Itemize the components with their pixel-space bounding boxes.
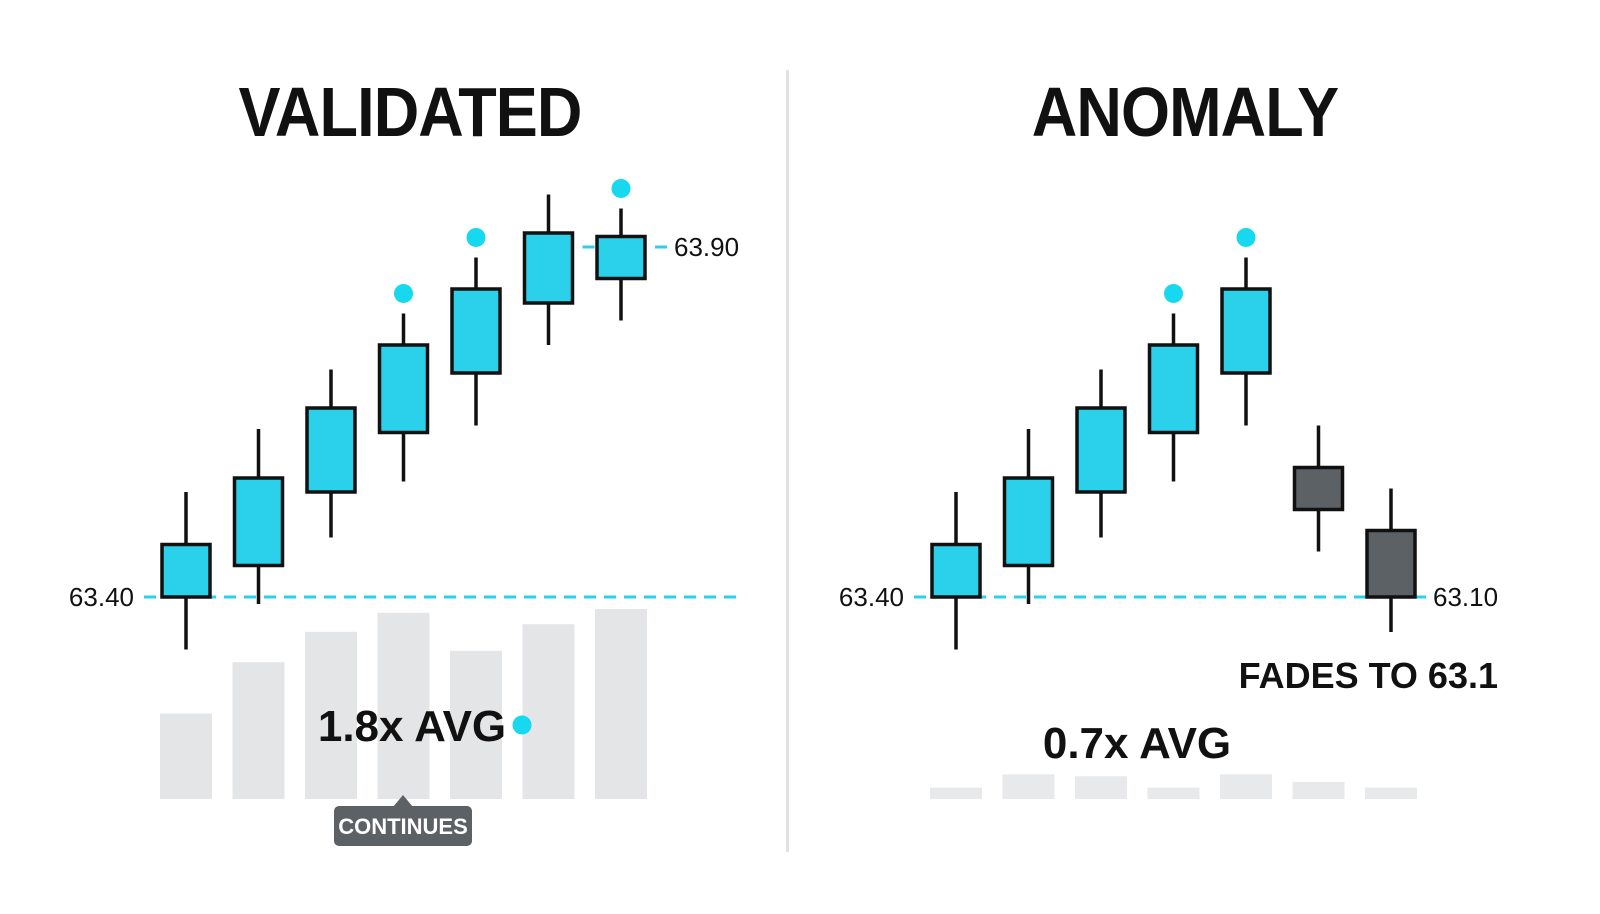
validated-volume-bar [522,624,575,799]
anomaly-volume-bar [1220,774,1272,799]
anomaly-fade-note: FADES TO 63.1 [1239,655,1498,696]
anomaly-candle-body [1147,343,1200,435]
anomaly-level-label-right: 63.10 [1433,582,1498,612]
anomaly-candle-body [1292,465,1345,512]
validated-volume-bar [305,631,357,799]
validated-candle-body [595,234,647,281]
anomaly-signal-marker [1164,284,1183,303]
validated-candle-body [232,476,285,568]
anomaly-level-label-left: 63.40 [839,582,904,612]
continues-tag-label: CONTINUES [338,814,468,839]
anomaly-candle-body [1365,528,1417,599]
anomaly-volume-bar [1147,787,1200,799]
validated-signal-marker [394,284,413,303]
validated-annotation-dot [512,715,532,735]
validated-candle-body [450,287,502,375]
validated-level-label-left: 63.40 [69,582,134,612]
anomaly-volume-bar [1075,776,1127,799]
anomaly-candle-body [1002,476,1055,568]
validated-volume-bar [377,612,430,799]
validated-volume-bar [595,609,647,799]
anomaly-volume-bar [930,787,982,799]
anomaly-volume-bar [1002,774,1055,799]
anomaly-candle-body [1075,406,1127,494]
validated-title: VALIDATED [238,73,582,151]
validated-candle-body [522,231,575,305]
continues-tag [334,806,472,846]
anomaly-candle-body [1220,287,1272,375]
anomaly-volume-bar [1365,787,1417,799]
validated-volume-bar [232,662,285,799]
validated-candle-body [160,542,212,599]
validated-candle-body [305,406,357,494]
validated-signal-marker [611,179,631,198]
anomaly-volume-annotation: 0.7x AVG [1043,719,1231,768]
validated-level-label-right: 63.90 [674,232,739,262]
validated-volume-bar [160,713,212,799]
anomaly-volume-bar [1292,781,1345,799]
continues-tag-pointer [393,795,413,807]
panel-divider [786,70,789,852]
validated-candle-body [377,343,430,435]
validated-volume-bar [450,650,502,799]
anomaly-title: ANOMALY [1031,73,1339,151]
validated-volume-annotation: 1.8x AVG [318,702,506,751]
anomaly-signal-marker [1236,228,1256,247]
anomaly-candle-body [930,542,982,599]
validated-signal-marker [466,228,486,247]
